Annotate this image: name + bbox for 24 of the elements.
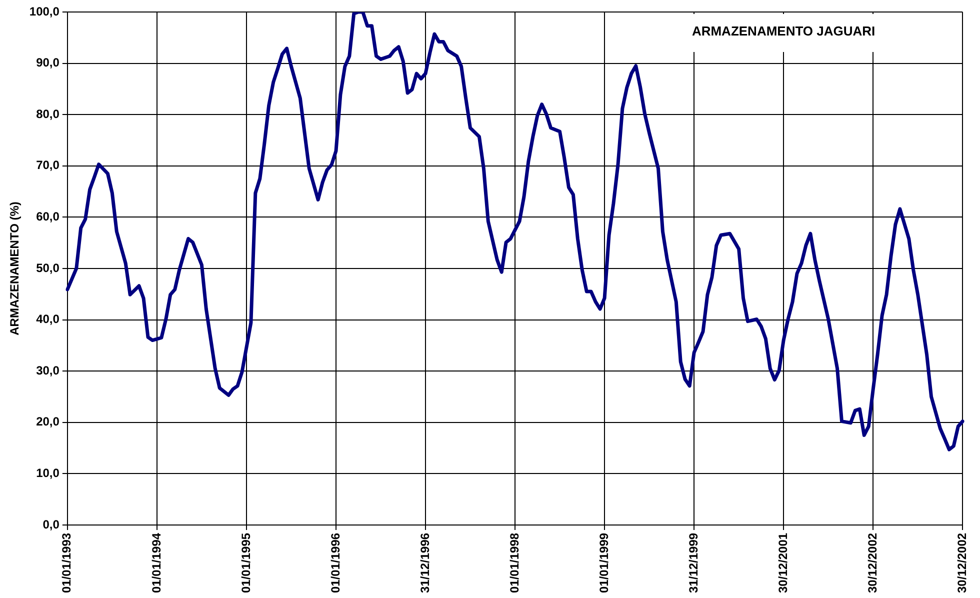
y-axis-title: ARMAZENAMENTO (%): [8, 202, 22, 336]
text: ARMAZENAMENTO JAGUARI: [692, 24, 876, 39]
x-tick-label: 01/01/1998: [507, 532, 522, 594]
x-tick-label: 30/12/2002: [865, 532, 880, 594]
y-tick-label: 100,0: [29, 4, 60, 18]
y-tick-label: 20,0: [36, 414, 60, 429]
x-tick-label: 01/01/1996: [328, 532, 342, 594]
x-tick-label: 30/12/2001: [776, 532, 790, 594]
x-tick-label: 01/01/1993: [60, 532, 74, 594]
x-tick-label: 31/12/1996: [418, 532, 432, 594]
y-tick-label: 40,0: [36, 312, 60, 326]
y-tick-label: 80,0: [36, 106, 60, 121]
y-tick-label: 30,0: [36, 363, 60, 378]
y-tick-label: 10,0: [36, 466, 60, 480]
x-tick-label: 01/01/1995: [238, 532, 253, 594]
y-tick-label: 70,0: [36, 158, 60, 172]
x-tick-label: 31/12/1999: [686, 532, 700, 594]
y-tick-label: 90,0: [36, 56, 60, 70]
y-tick-label: 0,0: [42, 517, 60, 532]
y-tick-label: 50,0: [36, 260, 60, 275]
x-tick-label: 01/01/1994: [149, 532, 164, 594]
x-tick-label: 01/01/1999: [596, 532, 611, 594]
y-tick-label: 60,0: [36, 209, 60, 224]
x-tick-label: 30/12/2002: [954, 532, 969, 594]
